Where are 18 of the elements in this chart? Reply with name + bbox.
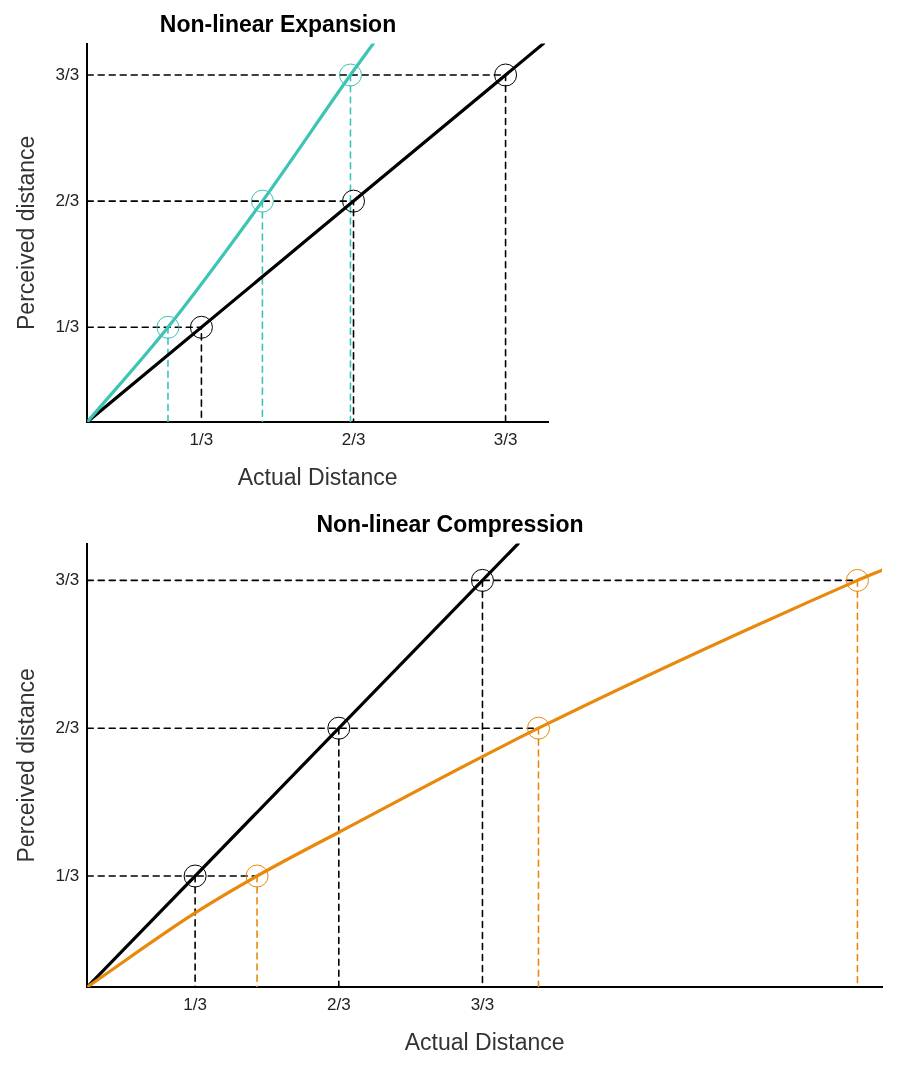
y-tick-label: 2/3 (55, 717, 80, 737)
x-tick-label: 3/3 (493, 429, 518, 449)
y-tick-label: 1/3 (55, 316, 80, 336)
chart-title: Non-linear Compression (316, 511, 584, 538)
x-tick-label: 1/3 (183, 994, 207, 1014)
y-tick-label: 3/3 (55, 64, 80, 84)
x-axis-title: Actual Distance (237, 463, 398, 490)
chart-title: Non-linear Expansion (159, 11, 397, 38)
x-tick-label: 2/3 (341, 429, 366, 449)
y-tick-label: 1/3 (55, 865, 80, 885)
y-tick-label: 2/3 (55, 190, 80, 210)
x-tick-label: 1/3 (189, 429, 214, 449)
x-tick-label: 3/3 (470, 994, 495, 1014)
y-axis-title: Perceived distance (13, 668, 40, 863)
y-tick-label: 3/3 (55, 570, 80, 590)
x-tick-label: 2/3 (326, 994, 351, 1014)
x-axis-title: Actual Distance (404, 1028, 565, 1055)
y-axis-title: Perceived distance (13, 135, 40, 330)
